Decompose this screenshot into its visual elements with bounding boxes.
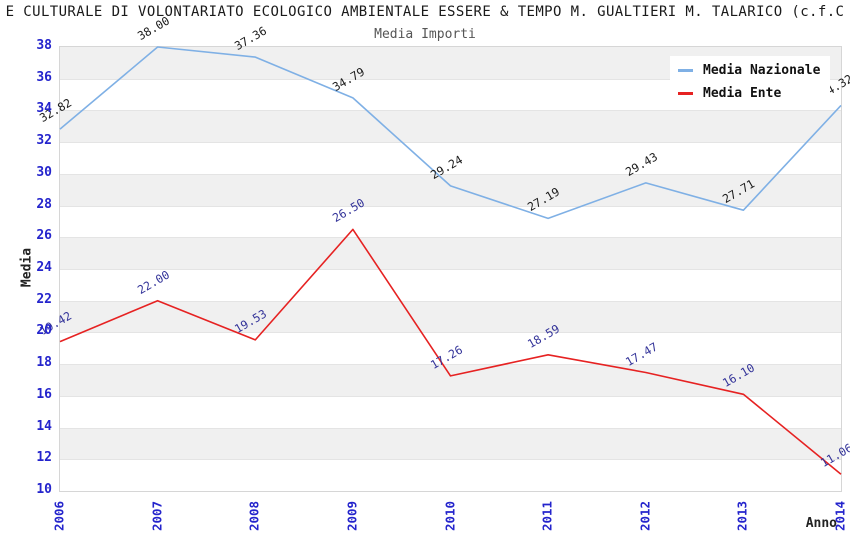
x-tick-2012: 2012 (637, 500, 653, 532)
y-tick-20: 20 (36, 323, 52, 339)
x-tick-2007: 2007 (149, 500, 165, 532)
y-tick-26: 26 (36, 228, 52, 244)
y-tick-34: 34 (36, 101, 52, 117)
y-tick-32: 32 (36, 133, 52, 149)
x-tick-2013: 2013 (734, 500, 750, 532)
plot-band (60, 237, 841, 269)
y-tick-16: 16 (36, 386, 52, 402)
plot-band (60, 332, 841, 365)
legend: Media Nazionale Media Ente (670, 56, 831, 108)
plot-band (60, 395, 841, 428)
gridline (60, 459, 841, 461)
series-line-media-nazionale (59, 46, 842, 220)
legend-item-media-nazionale[interactable]: Media Nazionale (678, 59, 820, 82)
x-tick-2008: 2008 (246, 500, 262, 532)
gridline (60, 332, 841, 334)
y-tick-36: 36 (36, 69, 52, 85)
plot-band (60, 142, 841, 174)
legend-label-media-nazionale: Media Nazionale (703, 63, 821, 78)
x-tick-2011: 2011 (539, 500, 555, 532)
y-tick-38: 38 (36, 38, 52, 53)
gridline (60, 427, 841, 429)
legend-label-media-ente: Media Ente (703, 86, 782, 101)
plot-band (60, 364, 841, 396)
y-tick-22: 22 (36, 291, 52, 307)
y-tick-28: 28 (36, 196, 52, 212)
y-axis-title: Media (19, 247, 35, 288)
plot-band (60, 427, 841, 460)
y-tick-12: 12 (36, 450, 52, 466)
y-tick-10: 10 (36, 482, 52, 497)
x-axis-title: Anno (805, 516, 837, 531)
plot-band (60, 110, 841, 143)
plot-band (60, 459, 841, 491)
gridline (60, 300, 841, 302)
gridline (60, 110, 841, 112)
legend-item-media-ente[interactable]: Media Ente (678, 82, 820, 105)
gridline (60, 173, 841, 175)
x-tick-2010: 2010 (442, 500, 457, 532)
x-tick-2009: 2009 (344, 500, 360, 532)
gridline (60, 364, 841, 366)
legend-swatch-media-ente (678, 92, 693, 95)
chart-subtitle: Media Importi (374, 27, 476, 42)
gridline (60, 78, 841, 80)
gridline (60, 142, 841, 144)
gridline (60, 205, 841, 207)
y-tick-30: 30 (36, 164, 52, 180)
series-line-media-ente (59, 228, 842, 475)
plot-band (60, 269, 841, 301)
chart-title: E CULTURALE DI VOLONTARIATO ECOLOGICO AM… (5, 4, 845, 20)
x-tick-2006: 2006 (51, 500, 67, 532)
y-tick-18: 18 (36, 355, 52, 371)
plot-area: 32.82 38.00 37.36 34.79 29.24 27.19 29.43 27.71… (37, 14, 850, 492)
legend-swatch-media-nazionale (678, 69, 693, 72)
series-lines (59, 46, 842, 475)
plot-band (60, 205, 841, 238)
y-tick-14: 14 (36, 418, 52, 434)
plot-band (60, 300, 841, 333)
gridline (60, 395, 841, 397)
gridline (60, 269, 841, 270)
gridline (60, 237, 841, 239)
y-tick-24: 24 (36, 260, 52, 275)
